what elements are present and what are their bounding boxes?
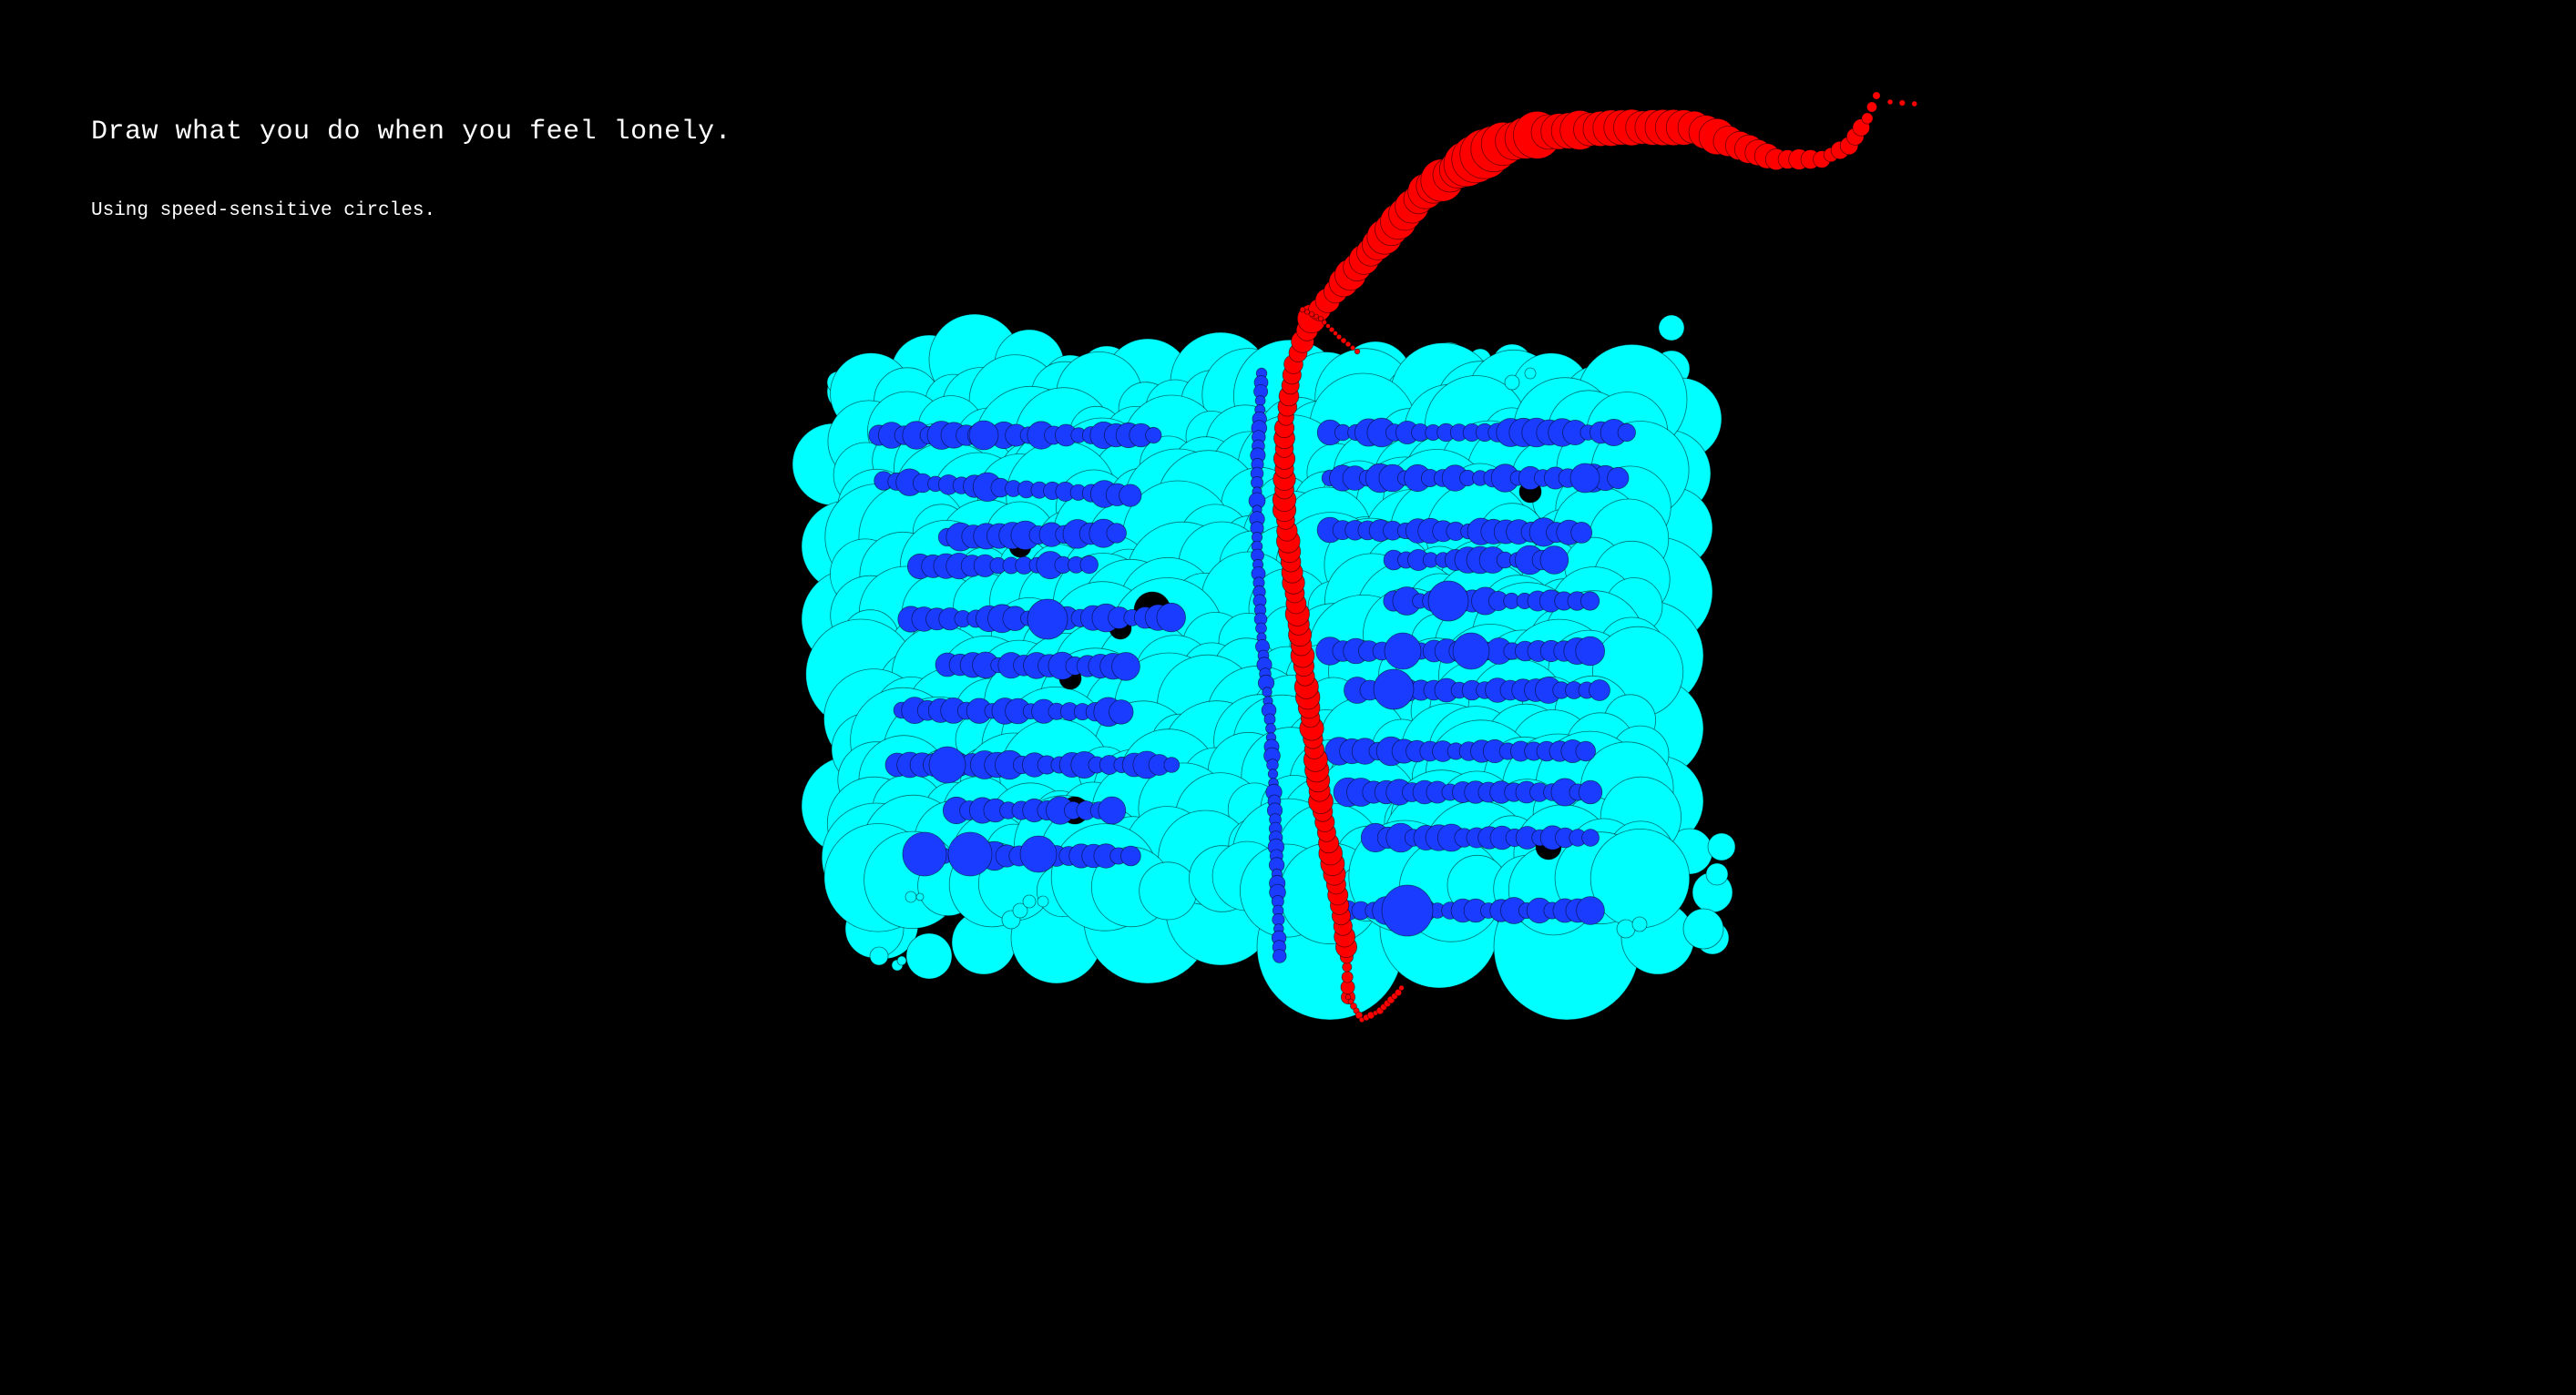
blue-circle-line	[902, 831, 947, 877]
cyan-fill-circle	[905, 891, 917, 903]
red-circle-stroke	[1911, 100, 1918, 107]
red-circle-stroke	[1344, 341, 1352, 348]
red-circle-stroke	[1314, 313, 1319, 320]
cyan-fill-circle	[1705, 862, 1729, 886]
cyan-fill-circle	[905, 932, 953, 980]
cyan-fill-circle	[1707, 832, 1736, 861]
red-circle-stroke	[1333, 331, 1338, 336]
prompt-title: Draw what you do when you feel lonely.	[91, 117, 732, 148]
cyan-fill-circle	[1631, 916, 1648, 932]
blue-circle-line	[1120, 845, 1141, 867]
blue-circle-line	[1381, 884, 1434, 937]
blue-circle-line	[1079, 555, 1099, 575]
blue-circle-lines-layer	[868, 367, 1636, 963]
prompt-subtitle: Using speed-sensitive circles.	[91, 200, 436, 221]
blue-circle-line	[1111, 652, 1140, 681]
blue-circle-line	[1163, 757, 1181, 773]
cyan-fill-circle	[1022, 894, 1037, 909]
cyan-fill-circle	[1139, 861, 1198, 921]
blue-circle-line	[1452, 632, 1490, 670]
blue-circle-line	[1098, 796, 1127, 825]
red-circle-stroke	[1350, 344, 1356, 351]
blue-circle-line	[1262, 687, 1273, 698]
red-circle-stroke	[1340, 337, 1347, 344]
red-circle-stroke	[1344, 993, 1352, 1001]
blue-circle-line	[1373, 668, 1415, 710]
blue-circle-line	[1145, 426, 1162, 444]
red-circle-stroke	[1866, 101, 1877, 113]
red-circle-stroke	[1322, 319, 1328, 325]
blue-circle-line	[1575, 636, 1605, 667]
blue-circle-line	[1569, 463, 1600, 494]
blue-circle-line	[1027, 598, 1068, 640]
cyan-fill-circle	[1037, 895, 1049, 908]
blue-circle-line	[1254, 395, 1266, 406]
red-circle-stroke	[1303, 309, 1311, 315]
red-circle-stroke	[1335, 333, 1343, 341]
cyan-fill-circle	[1504, 374, 1520, 391]
red-circle-stroke	[1394, 988, 1403, 997]
blue-circle-line	[947, 831, 993, 877]
blue-circle-line	[1265, 723, 1276, 734]
red-circle-stroke	[1325, 323, 1331, 329]
cyan-fill-circle	[1524, 367, 1537, 380]
blue-circle-line	[1570, 522, 1593, 544]
blue-circle-line	[1581, 829, 1600, 847]
red-circle-stroke	[1308, 311, 1315, 318]
blue-circle-line	[1267, 769, 1279, 779]
blue-circle-line	[1576, 896, 1605, 925]
blue-circle-line	[1575, 740, 1597, 762]
red-circle-stroke	[1886, 98, 1894, 106]
red-circle-stroke	[1328, 326, 1335, 333]
cyan-fill-circle	[1012, 902, 1028, 919]
blue-circle-line	[1255, 622, 1267, 635]
blue-circle-line	[1109, 699, 1134, 725]
blue-circle-line	[1427, 580, 1469, 622]
red-circle-stroke-layer	[1272, 91, 1918, 1023]
blue-circle-line	[1539, 545, 1569, 575]
blue-circle-line	[1106, 523, 1127, 544]
blue-circle-line	[1119, 484, 1142, 507]
blue-circle-line	[1019, 835, 1058, 873]
red-circle-stroke	[1299, 306, 1306, 313]
cyan-fill-circle	[896, 955, 907, 966]
cyan-fill-circle	[1658, 314, 1685, 341]
blue-circle-line	[1384, 632, 1422, 670]
blue-circle-line	[1589, 679, 1610, 701]
blue-circle-line	[968, 420, 999, 451]
blue-circle-line	[1578, 779, 1603, 805]
cyan-fill-circle	[915, 892, 925, 901]
cyan-fill-circle	[869, 946, 889, 966]
blue-circle-line	[1156, 602, 1186, 633]
red-circle-stroke	[1898, 99, 1906, 107]
cyan-fill-circle	[1682, 908, 1724, 950]
blue-circle-line	[928, 746, 966, 784]
red-circle-stroke	[1354, 348, 1361, 355]
blue-circle-line	[1617, 423, 1636, 443]
blue-circle-line	[1607, 466, 1630, 490]
red-circle-stroke	[1398, 984, 1405, 992]
red-circle-stroke	[1341, 971, 1354, 983]
red-circle-stroke	[1318, 315, 1324, 321]
cyan-fill-circle	[1590, 829, 1691, 929]
red-circle-stroke	[1861, 112, 1874, 125]
blue-circle-line	[1580, 591, 1600, 611]
blue-circle-line	[1272, 949, 1287, 963]
red-circle-stroke	[1872, 91, 1881, 100]
